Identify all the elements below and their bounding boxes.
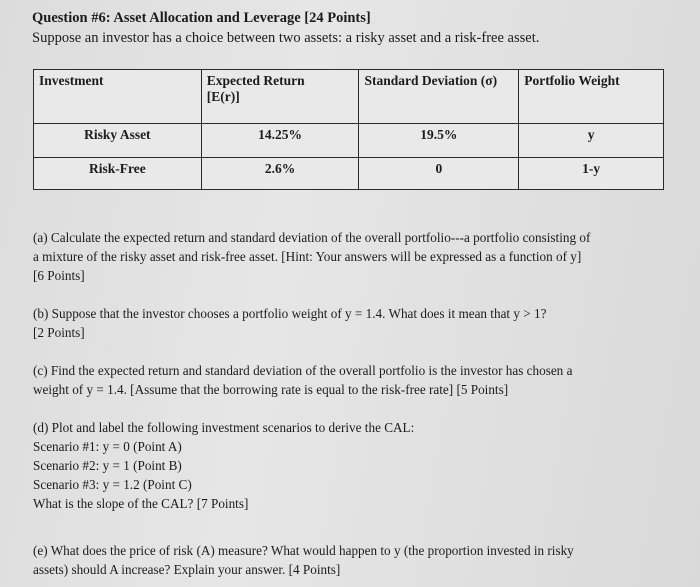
- part-b: (b) Suppose that the investor chooses a …: [33, 304, 673, 342]
- part-d-line: What is the slope of the CAL? [7 Points]: [33, 496, 249, 511]
- part-e-line: assets) should A increase? Explain your …: [33, 562, 341, 577]
- cell-std-dev: 19.5%: [358, 123, 520, 158]
- cell-expected-return: 14.25%: [200, 123, 360, 158]
- part-c: (c) Find the expected return and standar…: [33, 361, 673, 399]
- part-d-line: Scenario #3: y = 1.2 (Point C): [33, 477, 192, 492]
- table-row: Risk-Free 2.6% 0 1-y: [33, 157, 664, 190]
- question-intro: Suppose an investor has a choice between…: [32, 30, 540, 46]
- question-title: Question #6: Asset Allocation and Levera…: [32, 10, 371, 26]
- cell-investment: Risky Asset: [33, 123, 202, 158]
- part-d: (d) Plot and label the following investm…: [33, 418, 673, 513]
- part-a: (a) Calculate the expected return and st…: [33, 228, 673, 285]
- part-c-line: (c) Find the expected return and standar…: [33, 363, 573, 378]
- header-expected-return: Expected Return [E(r)]: [200, 69, 360, 124]
- part-b-line: (b) Suppose that the investor chooses a …: [33, 306, 547, 321]
- part-c-line: weight of y = 1.4. [Assume that the borr…: [33, 382, 509, 397]
- header-std-dev: Standard Deviation (σ): [358, 69, 520, 124]
- part-a-line: a mixture of the risky asset and risk-fr…: [33, 249, 582, 264]
- part-e: (e) What does the price of risk (A) meas…: [33, 541, 673, 579]
- cell-weight: y: [518, 123, 664, 158]
- table-header-row: Investment Expected Return [E(r)] Standa…: [33, 69, 664, 124]
- header-expected-return-symbol: [E(r)]: [206, 89, 240, 104]
- part-d-line: Scenario #2: y = 1 (Point B): [33, 458, 182, 473]
- part-e-line: (e) What does the price of risk (A) meas…: [33, 543, 574, 558]
- asset-table: Investment Expected Return [E(r)] Standa…: [33, 69, 664, 190]
- table-row: Risky Asset 14.25% 19.5% y: [33, 123, 664, 158]
- cell-std-dev: 0: [358, 157, 520, 190]
- header-portfolio-weight: Portfolio Weight: [518, 69, 664, 124]
- cell-expected-return: 2.6%: [200, 157, 360, 190]
- header-investment: Investment: [33, 69, 202, 124]
- part-d-line: (d) Plot and label the following investm…: [33, 420, 415, 435]
- part-d-line: Scenario #1: y = 0 (Point A): [33, 439, 182, 454]
- header-expected-return-label: Expected Return: [206, 73, 305, 88]
- cell-investment: Risk-Free: [33, 157, 202, 190]
- part-b-line: [2 Points]: [33, 325, 85, 340]
- cell-weight: 1-y: [518, 157, 664, 190]
- part-a-line: (a) Calculate the expected return and st…: [33, 230, 591, 245]
- part-a-line: [6 Points]: [33, 268, 85, 283]
